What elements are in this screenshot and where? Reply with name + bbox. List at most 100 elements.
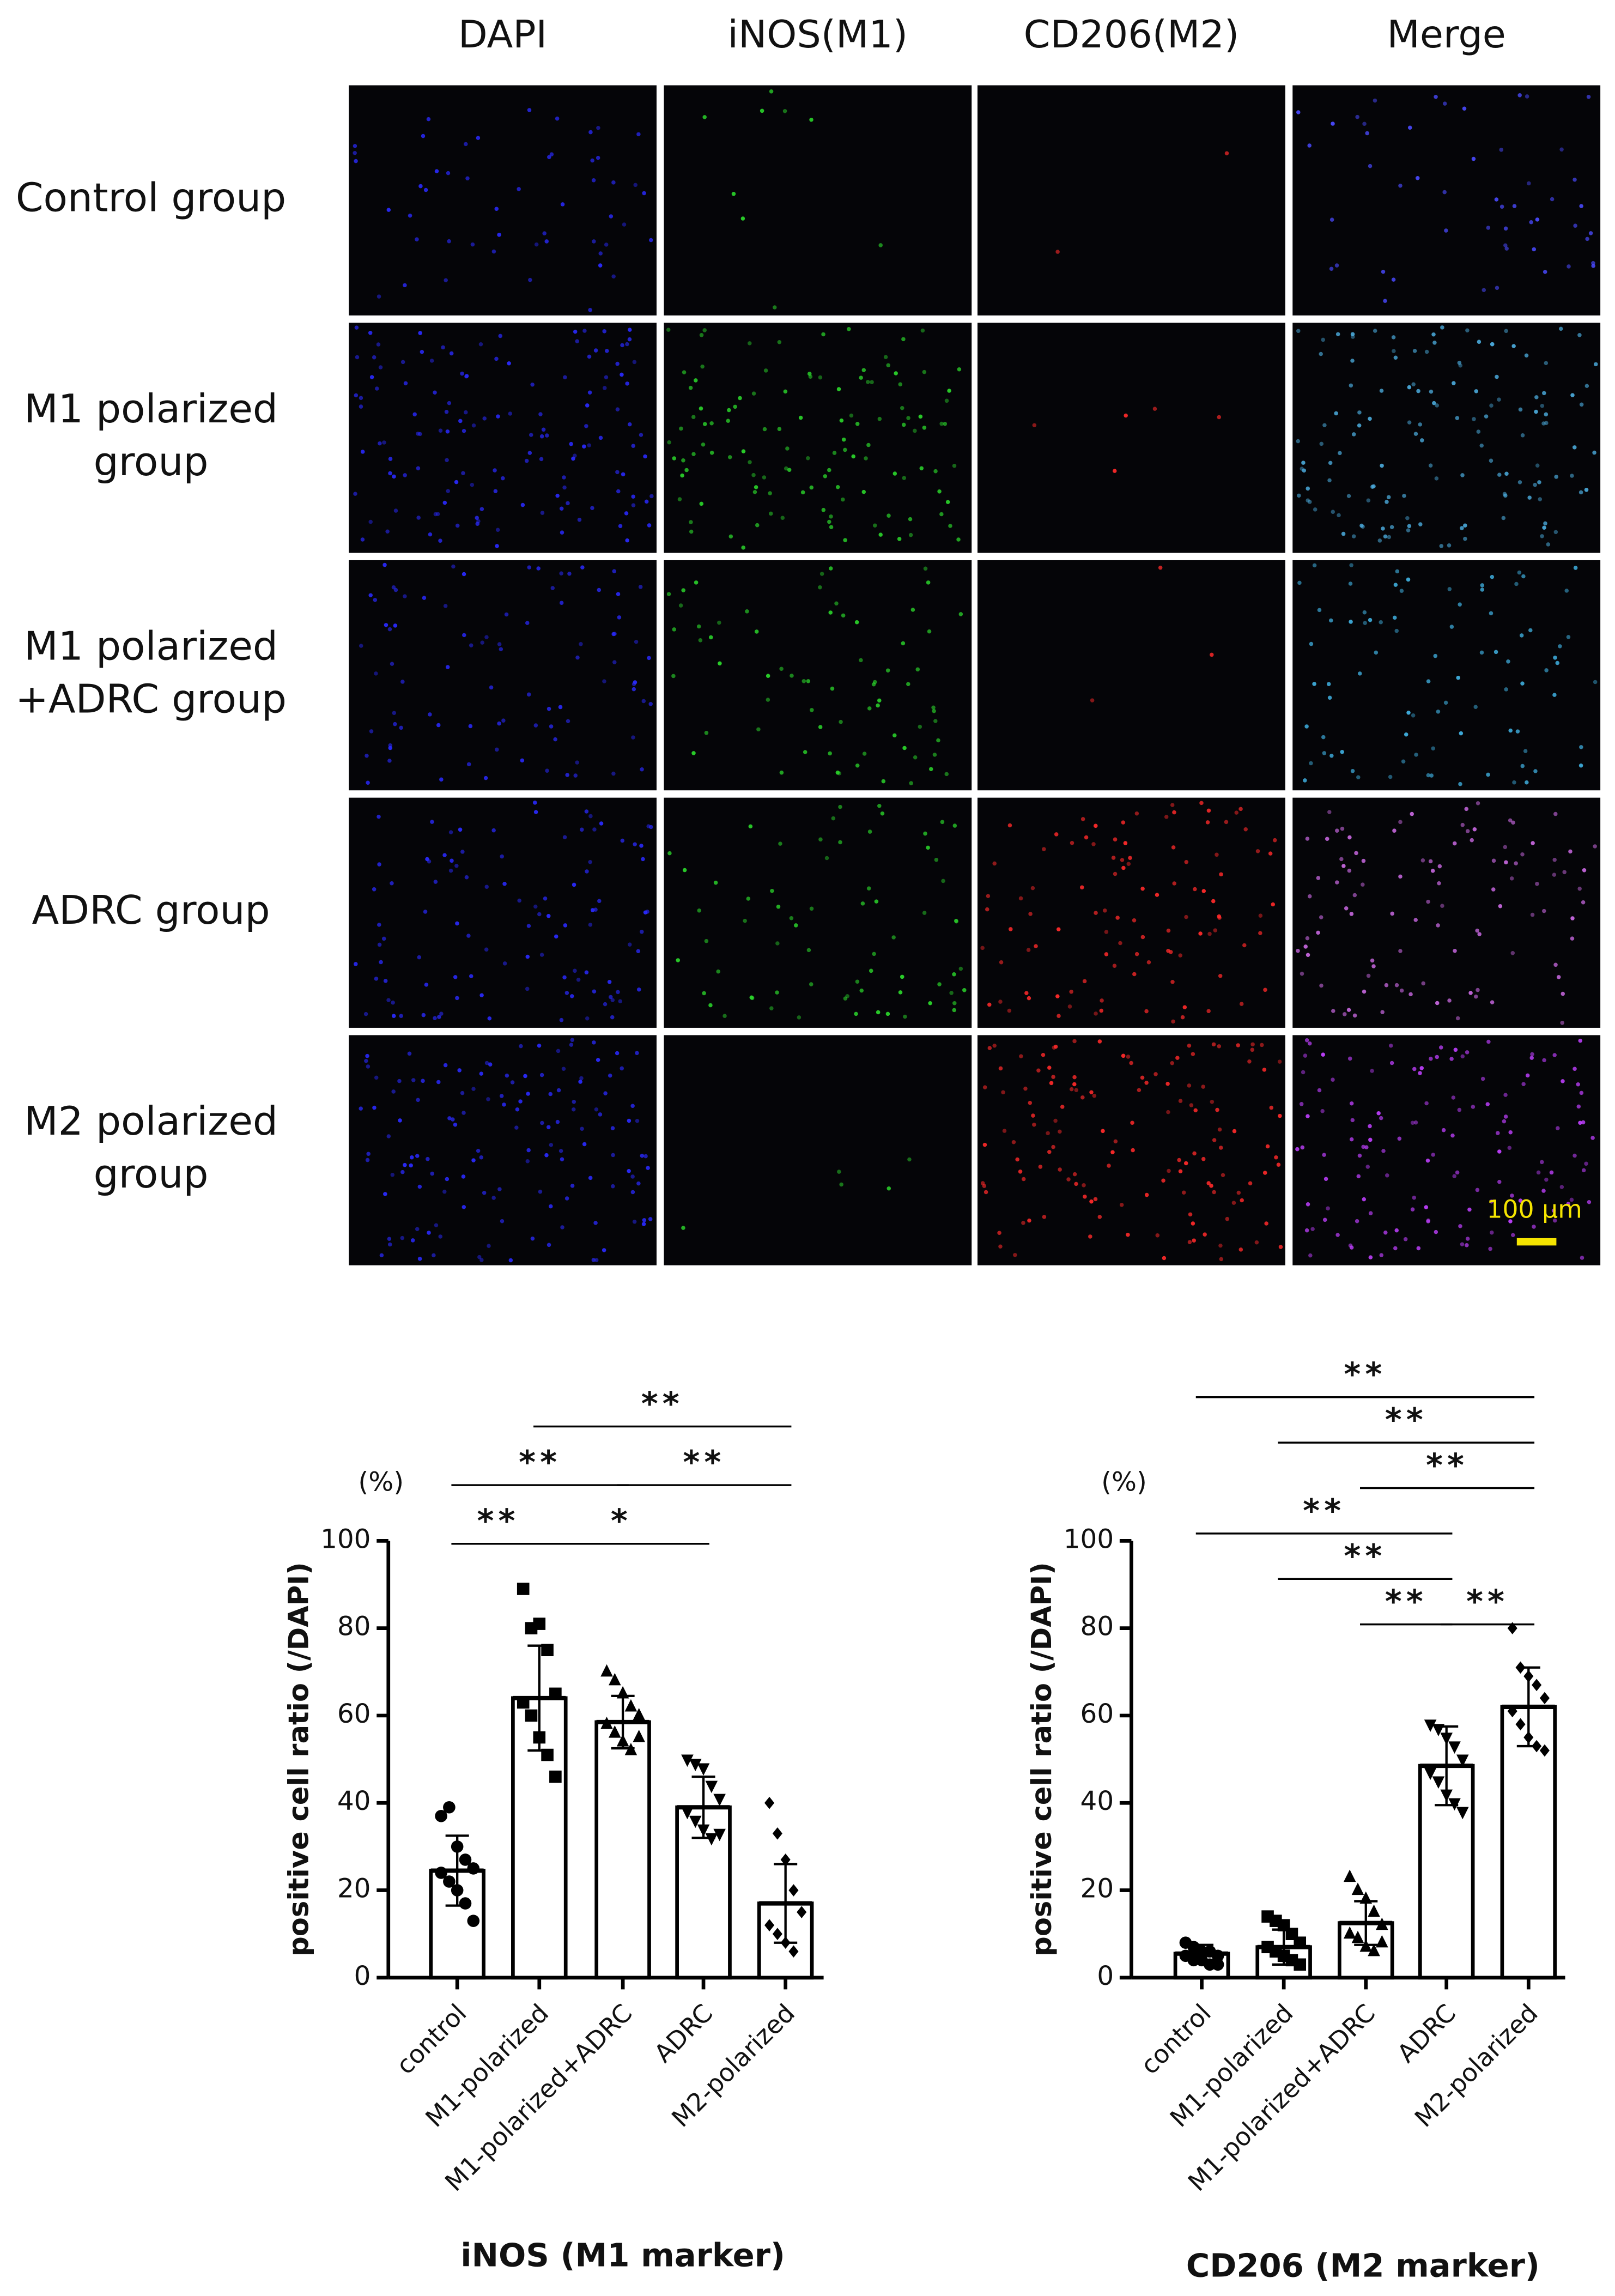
data-point: [1448, 1798, 1461, 1811]
cell: [1394, 628, 1399, 633]
cell: [1578, 1038, 1583, 1043]
cell: [943, 422, 948, 426]
cell: [932, 753, 937, 757]
cell: [704, 731, 709, 735]
cell: [409, 1163, 413, 1168]
cell: [632, 687, 636, 692]
cell: [1541, 421, 1546, 426]
cell: [462, 633, 466, 638]
cell: [927, 629, 932, 634]
cell: [1525, 1073, 1530, 1078]
cell: [1496, 1131, 1500, 1135]
significance-label: *: [611, 1502, 632, 1540]
cell: [808, 374, 813, 379]
cell: [1351, 432, 1356, 437]
cell: [627, 1168, 631, 1173]
cell: [1362, 610, 1367, 615]
cell: [1356, 1174, 1361, 1179]
cell: [952, 1008, 956, 1013]
cell: [1508, 728, 1513, 733]
cell: [768, 511, 773, 516]
cell: [1152, 407, 1157, 411]
cell: [1088, 1234, 1092, 1239]
cell: [571, 1107, 576, 1112]
cell: [617, 615, 622, 620]
cell: [1036, 1068, 1041, 1073]
cell: [379, 1253, 384, 1258]
cell: [1472, 827, 1477, 832]
cell: [491, 249, 496, 254]
cell: [539, 457, 544, 462]
cell: [1510, 951, 1515, 955]
cell: [859, 658, 863, 663]
cell: [1553, 811, 1558, 816]
cell: [428, 712, 432, 717]
data-point: [435, 1809, 447, 1822]
cell: [939, 512, 944, 517]
cell: [605, 349, 609, 353]
cell: [982, 1184, 987, 1188]
cell: [1132, 918, 1137, 923]
cell: [1552, 693, 1557, 697]
cell: [1368, 163, 1373, 168]
cell: [902, 746, 907, 750]
cell: [643, 910, 648, 915]
cell: [1349, 1101, 1354, 1106]
cell: [1489, 1199, 1494, 1204]
cell: [556, 1088, 561, 1093]
cell: [1350, 332, 1355, 336]
cell: [420, 349, 424, 354]
cell: [763, 368, 768, 373]
data-point: [1343, 1869, 1356, 1882]
cell: [615, 470, 620, 475]
cell: [597, 899, 602, 904]
cell: [1542, 1058, 1546, 1063]
cell: [1334, 263, 1339, 268]
cell: [433, 880, 438, 884]
cell: [1172, 810, 1176, 815]
cell: [1462, 106, 1467, 111]
cell: [1434, 94, 1438, 99]
cell: [1322, 1217, 1327, 1222]
cell: [843, 996, 848, 1001]
cell: [1524, 353, 1529, 358]
cell: [1042, 1215, 1047, 1219]
cell: [590, 158, 594, 163]
cell: [641, 857, 645, 862]
cell: [1511, 344, 1516, 348]
row-label: M1 polarized: [24, 624, 278, 670]
cells: [667, 803, 967, 1020]
cell: [1497, 397, 1501, 402]
cell: [392, 474, 396, 479]
cell: [612, 632, 617, 636]
cell: [1370, 958, 1375, 963]
cell: [491, 1196, 496, 1200]
cell: [1418, 522, 1423, 526]
cell: [445, 665, 450, 669]
cell: [1503, 1114, 1508, 1119]
cell: [992, 1043, 997, 1048]
cell: [1331, 122, 1335, 126]
cell: [443, 604, 448, 608]
cell: [1410, 1120, 1415, 1125]
cell: [620, 1066, 624, 1071]
cell: [1327, 478, 1332, 483]
cell: [416, 466, 421, 471]
data-point: [459, 1897, 472, 1910]
cell: [832, 451, 837, 455]
data-point: [451, 1884, 464, 1897]
cell: [561, 1067, 566, 1071]
cell: [1550, 197, 1555, 202]
cell: [510, 1080, 515, 1085]
cell: [779, 770, 784, 775]
cell: [828, 610, 833, 615]
cell: [450, 858, 454, 863]
cell: [1503, 1093, 1508, 1097]
cell: [1047, 1149, 1052, 1154]
cell: [681, 588, 685, 592]
data-point: [459, 1853, 472, 1866]
cell: [1432, 341, 1437, 345]
cell: [1495, 286, 1499, 290]
cell: [1066, 1177, 1071, 1182]
cell: [1198, 931, 1203, 936]
